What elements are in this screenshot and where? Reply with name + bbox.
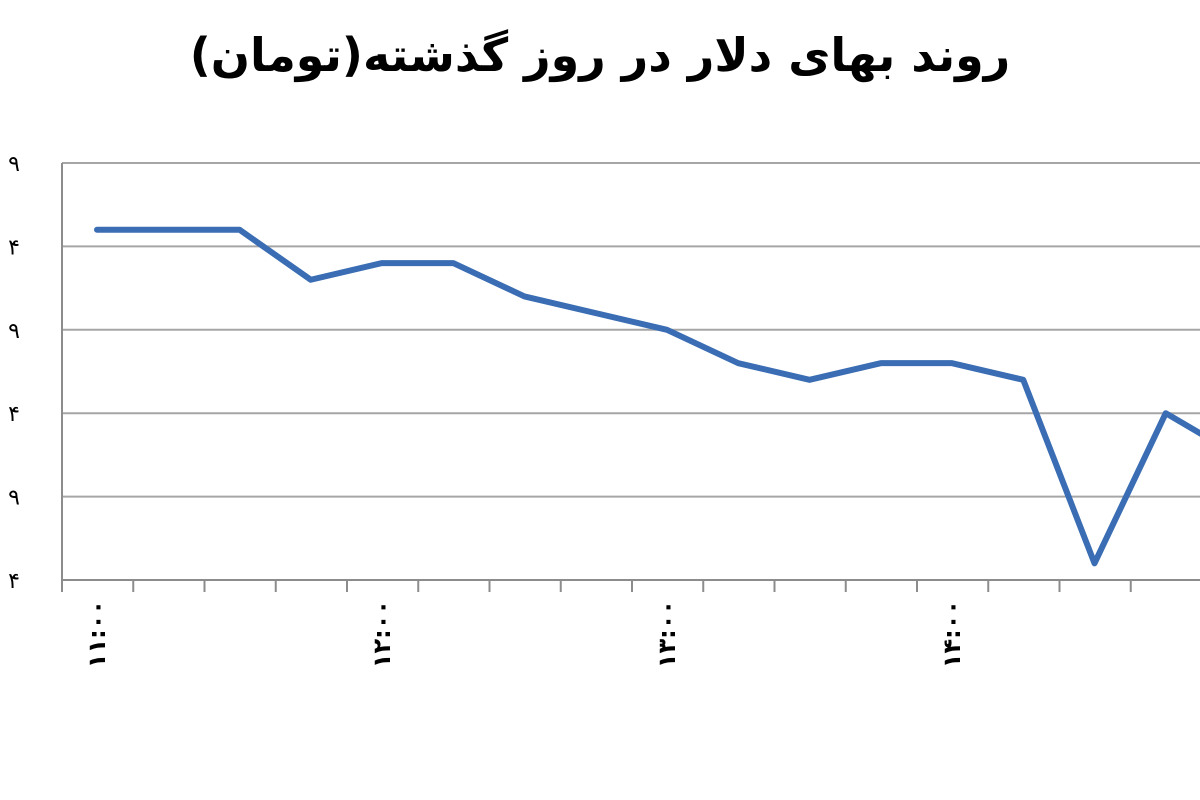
x-tick-label: ۱۳:۰۰ xyxy=(653,600,681,668)
y-tick-label: ۹ xyxy=(8,319,20,344)
y-tick-label: ۴ xyxy=(8,402,20,427)
x-tick-labels: ۱۱:۰۰ ۱۲:۰۰ ۱۳:۰۰ ۱۴:۰۰ xyxy=(83,600,966,668)
chart-title: روند بهای دلار در روز گذشته(تومان) xyxy=(189,28,1011,82)
series-line xyxy=(94,226,1200,567)
y-tick-label: ۴ xyxy=(8,569,20,594)
y-tick-label: ۴ xyxy=(8,235,20,260)
x-tick-label: ۱۴:۰۰ xyxy=(938,600,966,668)
y-tick-label: ۹ xyxy=(8,152,20,177)
x-axis xyxy=(61,163,1200,592)
x-tick-label: ۱۱:۰۰ xyxy=(83,600,111,668)
y-tick-label: ۹ xyxy=(8,486,20,511)
series-group xyxy=(94,226,1200,567)
gridlines xyxy=(62,162,1200,498)
y-tick-labels: ۴ ۹ ۴ ۹ ۴ ۹ xyxy=(8,152,20,594)
x-tick-label: ۱۲:۰۰ xyxy=(368,600,396,668)
